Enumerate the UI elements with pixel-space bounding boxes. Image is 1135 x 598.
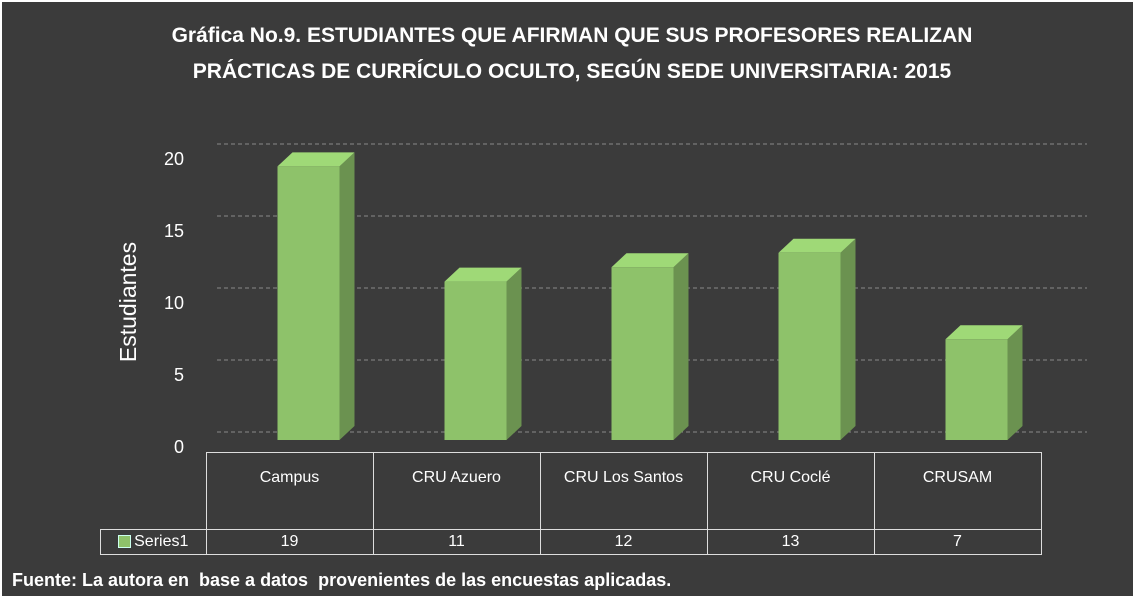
category-label: CRUSAM xyxy=(873,452,1042,530)
category-label: Campus xyxy=(205,452,374,530)
y-tick-label: 5 xyxy=(174,365,184,385)
y-axis-label: Estudiantes xyxy=(115,242,141,362)
bar-side xyxy=(840,238,856,440)
bar-top xyxy=(945,325,1023,340)
y-tick-label: 15 xyxy=(164,221,184,241)
value-cell: 19 xyxy=(205,529,374,555)
legend-label: Series1 xyxy=(134,533,189,550)
bar-top xyxy=(778,238,856,253)
bar-top xyxy=(444,267,522,282)
table-header-row: Campus CRU Azuero CRU Los Santos CRU Coclé C… xyxy=(100,452,1042,530)
bar xyxy=(444,281,507,440)
bar-side xyxy=(339,152,355,440)
category-label: CRU Los Santos xyxy=(539,452,708,530)
bar-side xyxy=(506,267,522,440)
bar xyxy=(611,267,674,440)
bar-top xyxy=(611,253,689,268)
value-cell: 12 xyxy=(539,529,708,555)
bar xyxy=(778,252,841,440)
source-note: Fuente: La autora en base a datos proven… xyxy=(12,570,672,590)
category-label: CRU Azuero xyxy=(372,452,541,530)
category-label: CRU Coclé xyxy=(706,452,875,530)
legend-cell: Series1 xyxy=(100,529,207,555)
table-value-row: Series1 19 11 12 13 7 xyxy=(100,529,1042,555)
bar-top xyxy=(277,152,355,167)
value-cell: 7 xyxy=(873,529,1042,555)
chart-title: Gráfica No.9. ESTUDIANTES QUE AFIRMAN QU… xyxy=(171,24,973,83)
value-cell: 11 xyxy=(372,529,541,555)
y-tick-label: 0 xyxy=(174,437,184,457)
bar-side xyxy=(1007,325,1023,440)
y-tick-label: 10 xyxy=(164,293,184,313)
bar xyxy=(277,166,340,440)
value-cell: 13 xyxy=(706,529,875,555)
blank-cell xyxy=(100,452,207,530)
data-table: Campus CRU Azuero CRU Los Santos CRU Coclé C… xyxy=(100,452,1042,555)
legend-swatch xyxy=(118,535,132,549)
bar xyxy=(945,339,1008,440)
bar-side xyxy=(673,253,689,440)
y-tick-label: 20 xyxy=(164,149,184,169)
